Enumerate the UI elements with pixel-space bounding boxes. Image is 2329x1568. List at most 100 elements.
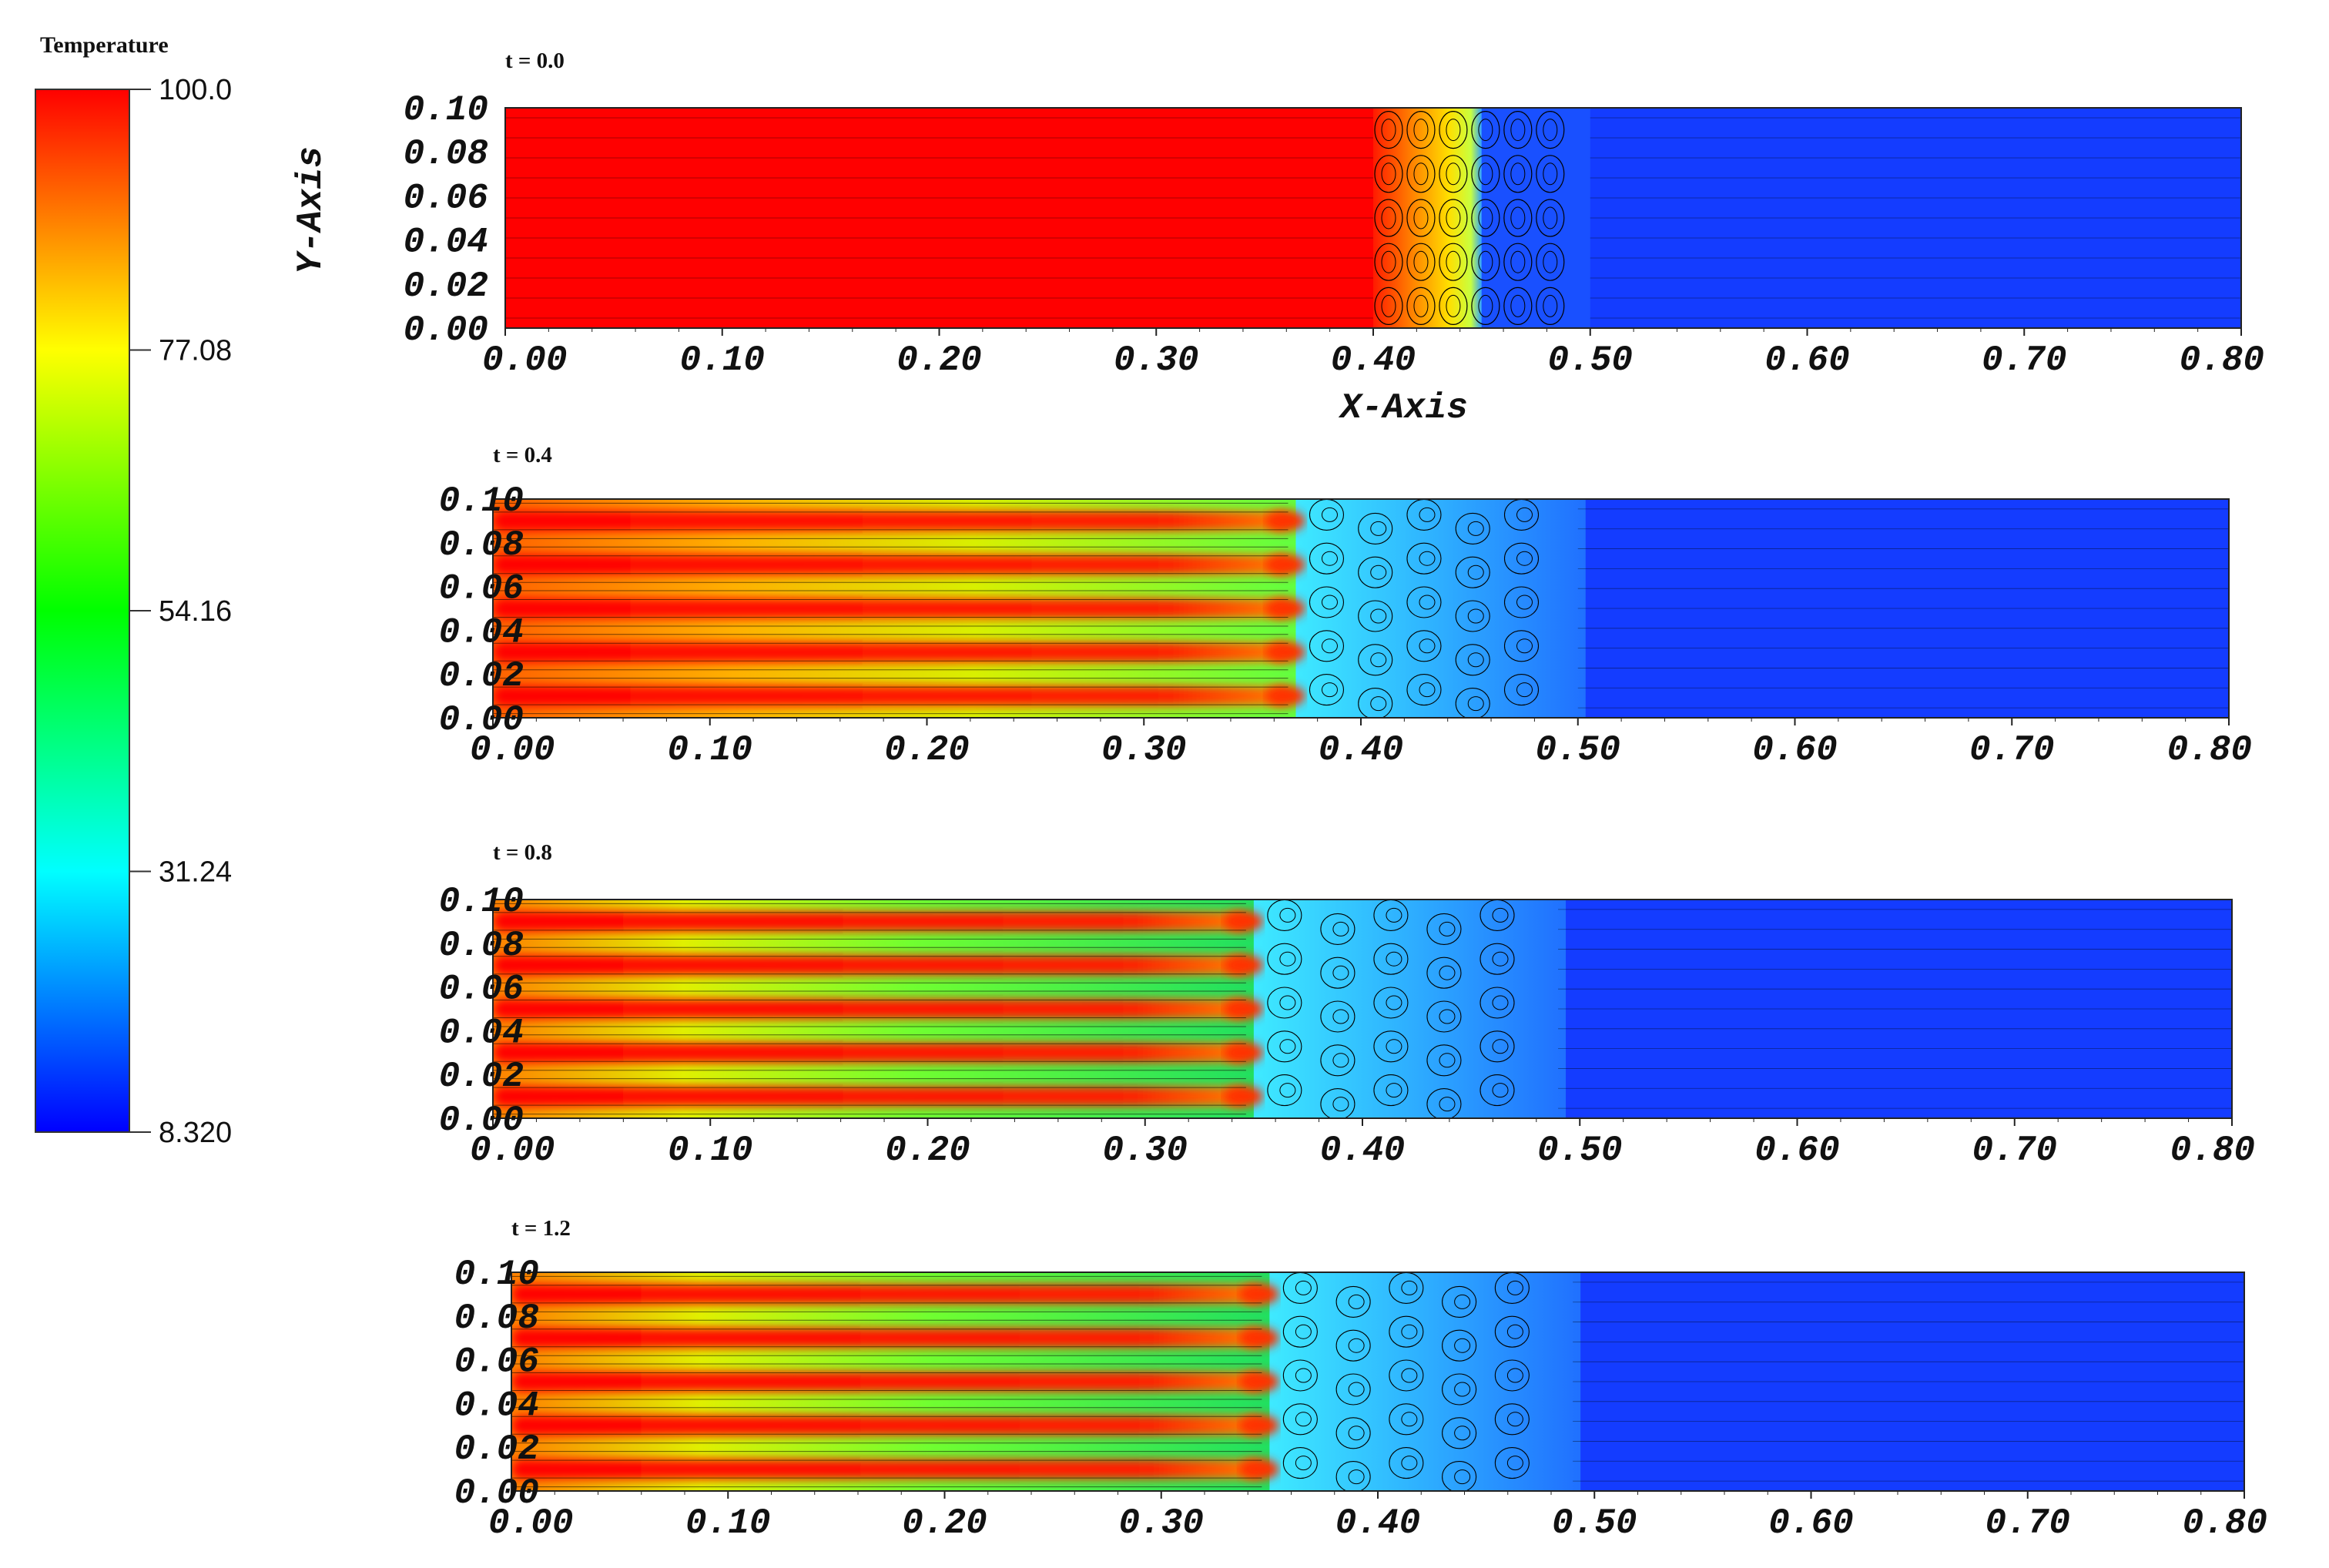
contour bbox=[1480, 943, 1515, 975]
contour bbox=[1320, 1000, 1356, 1033]
y-tick-label: 0.00 bbox=[404, 310, 488, 350]
contour bbox=[1480, 1074, 1515, 1107]
panel-1: t = 0.4 0.00 0.10 0.20 0.30 0.40 0.50 0.60 0.70 0… bbox=[439, 443, 2252, 770]
contour bbox=[1439, 1053, 1456, 1068]
mixing-zone bbox=[1254, 1272, 1581, 1491]
hot-finger bbox=[493, 911, 1246, 932]
y-tick-label: 0.00 bbox=[454, 1473, 539, 1513]
contour bbox=[1370, 696, 1387, 712]
contour bbox=[1478, 119, 1493, 142]
contour bbox=[1374, 286, 1403, 325]
y-tick-label: 0.10 bbox=[439, 882, 524, 922]
x-tick-label: 0.60 bbox=[1768, 1503, 1853, 1543]
contour bbox=[1282, 1359, 1318, 1392]
contour bbox=[1413, 206, 1429, 230]
contour bbox=[1419, 551, 1436, 566]
y-tick-label: 0.06 bbox=[404, 178, 488, 218]
contour bbox=[1503, 586, 1540, 618]
contour bbox=[1503, 111, 1533, 149]
contour bbox=[1401, 1456, 1418, 1471]
colorbar-tick-label: 8.320 bbox=[159, 1117, 232, 1149]
contour bbox=[1446, 162, 1461, 186]
contour bbox=[1401, 1280, 1418, 1295]
y-tick-label: 0.06 bbox=[439, 970, 524, 1010]
y-tick-label: 0.04 bbox=[454, 1385, 539, 1426]
contour bbox=[1426, 913, 1462, 945]
contour bbox=[1454, 1469, 1471, 1485]
contour bbox=[1295, 1368, 1312, 1383]
contour bbox=[1494, 1359, 1530, 1392]
contour bbox=[1309, 542, 1345, 575]
x-tick-label: 0.10 bbox=[685, 1503, 770, 1543]
x-tick-label: 0.80 bbox=[2170, 1131, 2255, 1171]
contour bbox=[1467, 521, 1484, 536]
contour bbox=[1510, 294, 1526, 317]
contour bbox=[1406, 630, 1442, 662]
x-tick-label: 0.80 bbox=[2183, 1503, 2267, 1543]
contour bbox=[1279, 995, 1296, 1010]
x-tick-label: 0.80 bbox=[2180, 340, 2264, 380]
x-tick-label: 0.60 bbox=[1764, 340, 1849, 380]
hot-finger bbox=[511, 1372, 1262, 1392]
contour bbox=[1348, 1338, 1365, 1353]
contour bbox=[1442, 1285, 1477, 1318]
contour bbox=[1358, 512, 1393, 544]
hot-finger bbox=[493, 685, 1288, 706]
colorbar-scale bbox=[35, 89, 130, 1133]
hot-finger bbox=[493, 511, 1288, 531]
contour bbox=[1492, 1083, 1509, 1098]
contour bbox=[1401, 1412, 1418, 1427]
contour bbox=[1446, 250, 1461, 273]
contour bbox=[1446, 294, 1461, 317]
contour bbox=[1279, 907, 1296, 923]
hot-finger bbox=[511, 1284, 1262, 1305]
contour bbox=[1478, 206, 1493, 230]
contour bbox=[1386, 1039, 1402, 1054]
contour bbox=[1543, 206, 1558, 230]
mixing-zone bbox=[1280, 499, 1586, 718]
panel-title: t = 0.0 bbox=[505, 49, 565, 73]
contour bbox=[1335, 1373, 1371, 1406]
contour bbox=[1406, 243, 1436, 281]
contour bbox=[1332, 965, 1349, 980]
contour bbox=[1321, 507, 1338, 522]
finger-tip bbox=[1265, 641, 1305, 663]
contour bbox=[1442, 1417, 1477, 1449]
contour bbox=[1374, 243, 1403, 281]
hot-finger bbox=[493, 999, 1246, 1019]
contour bbox=[1381, 250, 1396, 273]
contour bbox=[1516, 638, 1533, 654]
contour bbox=[1543, 294, 1558, 317]
contour bbox=[1348, 1426, 1365, 1441]
contour bbox=[1406, 286, 1436, 325]
contour bbox=[1348, 1294, 1365, 1309]
x-tick-label: 0.00 bbox=[470, 730, 555, 770]
contour bbox=[1439, 286, 1468, 325]
x-tick-label: 0.40 bbox=[1319, 730, 1403, 770]
contour bbox=[1419, 638, 1436, 654]
plot-area bbox=[505, 108, 2241, 328]
contour bbox=[1321, 682, 1338, 698]
contour bbox=[1406, 586, 1442, 618]
contour bbox=[1426, 957, 1462, 989]
x-tick-label: 0.80 bbox=[2167, 730, 2252, 770]
contour bbox=[1413, 162, 1429, 186]
contour bbox=[1406, 155, 1436, 193]
contour bbox=[1370, 608, 1387, 624]
contour bbox=[1413, 119, 1429, 142]
contour bbox=[1471, 111, 1500, 149]
x-tick-label: 0.10 bbox=[668, 730, 752, 770]
finger-tip bbox=[1222, 997, 1263, 1020]
contour bbox=[1374, 199, 1403, 237]
contour bbox=[1510, 206, 1526, 230]
y-tick-label: 0.02 bbox=[439, 656, 524, 696]
contour bbox=[1442, 1329, 1477, 1362]
contour bbox=[1439, 1097, 1456, 1112]
contour bbox=[1401, 1368, 1418, 1383]
contour bbox=[1439, 965, 1456, 980]
contour bbox=[1320, 1088, 1356, 1118]
contour bbox=[1320, 913, 1356, 945]
panel-0: t = 0.0 0.00 0.10 0.20 0.30 0.40 0.50 0.60 0.70 0… bbox=[291, 49, 2264, 428]
contour bbox=[1381, 119, 1396, 142]
contour bbox=[1381, 294, 1396, 317]
